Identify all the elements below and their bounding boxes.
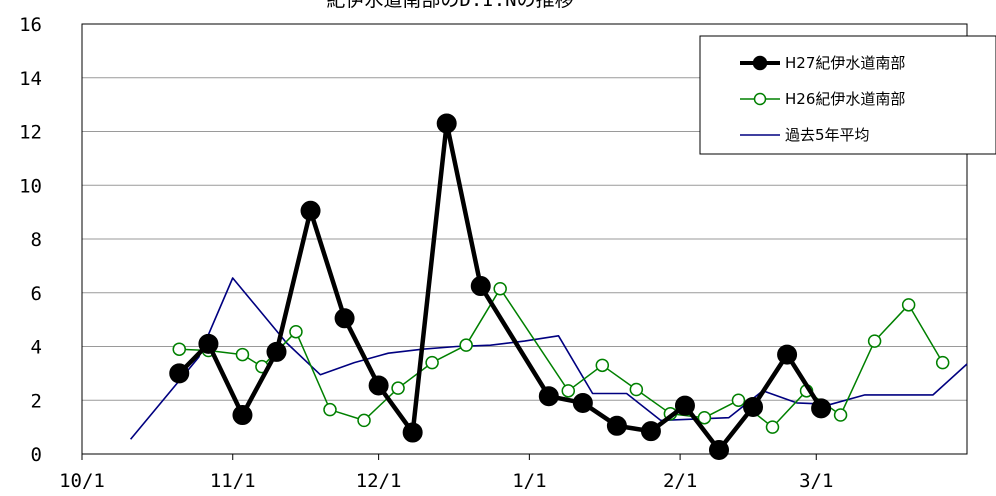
data-point (459, 338, 473, 352)
x-tick-label: 11/1 (210, 470, 256, 492)
y-tick-label: 6 (31, 283, 42, 305)
y-tick-label: 10 (19, 175, 42, 197)
data-point (561, 384, 576, 398)
data-point (334, 308, 355, 329)
data-point (493, 281, 507, 296)
x-axis: 10/1 11/1 12/1 1/1 2/1 3/1 (59, 454, 833, 492)
data-point (572, 392, 593, 413)
y-tick-label: 2 (31, 390, 42, 412)
data-point (935, 355, 950, 370)
y-tick-label: 8 (31, 229, 42, 251)
legend-marker (753, 92, 767, 106)
legend-item: H26紀伊水道南部 (740, 90, 905, 108)
legend-marker (752, 55, 768, 71)
gridlines (82, 77, 967, 401)
legend-item: H27紀伊水道南部 (740, 54, 905, 72)
data-point (436, 113, 457, 134)
data-point (867, 334, 882, 348)
series-3 (129, 277, 968, 440)
y-tick-label: 12 (19, 122, 42, 144)
data-point (357, 413, 371, 428)
data-point (368, 375, 389, 396)
x-tick-label: 3/1 (799, 470, 833, 492)
data-point (289, 324, 303, 339)
x-tick-label: 10/1 (59, 470, 105, 492)
series-line (129, 277, 968, 440)
data-point (833, 408, 848, 422)
legend-label: 過去5年平均 (785, 126, 870, 144)
data-point (674, 395, 695, 416)
data-point (709, 439, 730, 460)
x-tick-label: 12/1 (356, 470, 402, 492)
y-axis: 0 2 4 6 8 10 12 14 16 (19, 14, 42, 466)
data-point (235, 347, 250, 362)
series-layer (129, 113, 968, 460)
series-1 (169, 113, 832, 460)
plot-area (81, 23, 968, 455)
x-tick-label: 1/1 (512, 470, 546, 492)
data-point (629, 382, 644, 397)
x-tick-label: 2/1 (663, 470, 697, 492)
data-point (300, 200, 321, 221)
y-tick-label: 4 (31, 337, 42, 359)
data-point (731, 393, 746, 407)
y-tick-label: 14 (19, 68, 42, 90)
y-tick-label: 0 (31, 444, 42, 466)
data-point (811, 398, 832, 419)
data-point (232, 405, 253, 426)
data-point (743, 396, 764, 417)
data-point (595, 358, 610, 373)
data-point (606, 415, 627, 436)
y-tick-label: 16 (19, 14, 42, 36)
data-point (765, 420, 780, 434)
chart-title: 紀伊水道南部のD.I.Nの推移 (326, 0, 573, 11)
data-point (169, 363, 190, 384)
data-point (640, 421, 661, 442)
data-point (538, 386, 559, 407)
data-point (402, 422, 423, 443)
data-point (470, 276, 491, 297)
data-point (391, 381, 405, 395)
data-point (777, 344, 798, 365)
legend-label: H26紀伊水道南部 (785, 90, 905, 108)
legend-label: H27紀伊水道南部 (785, 54, 905, 72)
data-point (425, 355, 439, 370)
data-point (323, 402, 337, 417)
data-point (266, 341, 287, 362)
data-point (697, 410, 712, 425)
legend-item: 過去5年平均 (740, 126, 870, 144)
data-point (901, 298, 916, 312)
data-point (172, 342, 187, 356)
data-point (198, 333, 219, 354)
